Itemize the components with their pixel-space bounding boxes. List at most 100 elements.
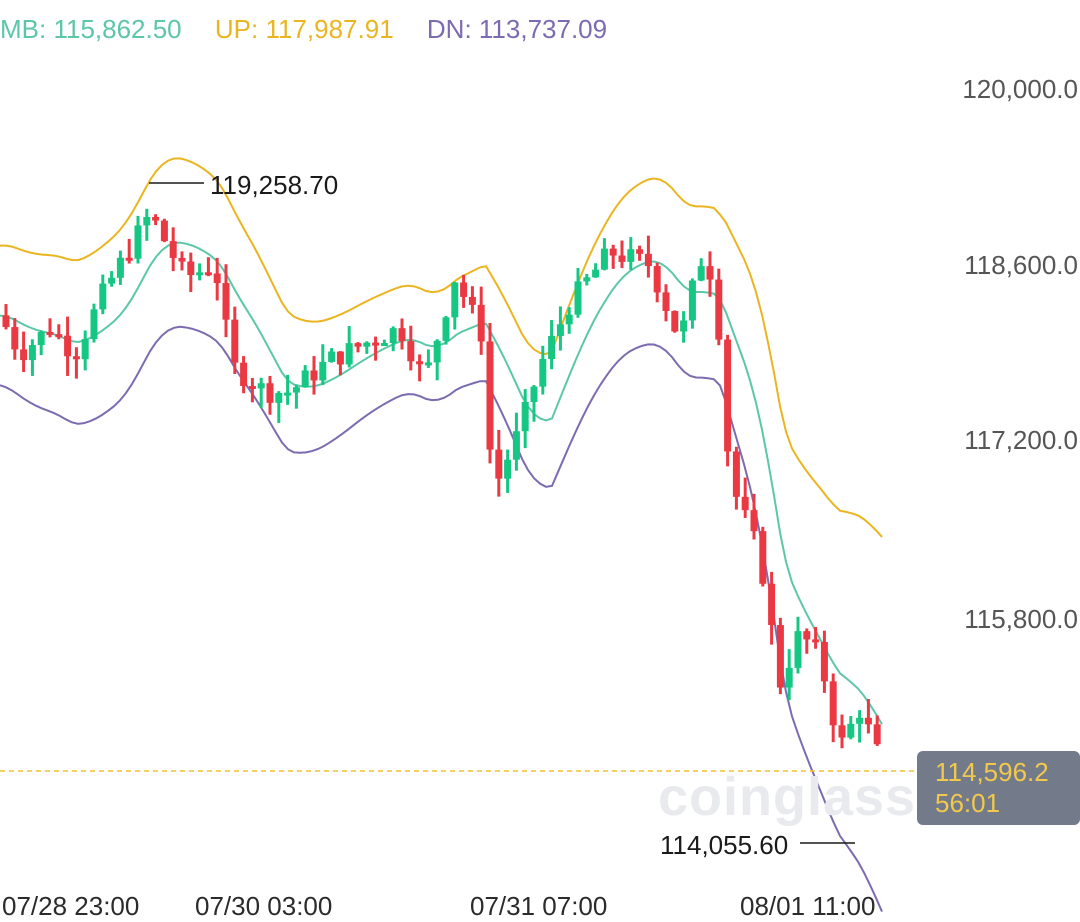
candle-body: [28, 345, 36, 361]
candle-body: [328, 351, 336, 362]
candle-body: [636, 249, 644, 254]
mb-line: [0, 241, 883, 725]
candle-body: [240, 362, 248, 386]
low-annotation: 114,055.60: [660, 830, 789, 860]
candle-body: [820, 641, 828, 682]
candle-body: [812, 639, 820, 643]
dn-band-line: [0, 325, 883, 913]
candle-body: [776, 625, 784, 688]
candle-body: [609, 248, 617, 256]
candle-body: [72, 356, 80, 360]
candle-body: [838, 725, 846, 738]
candle-body: [99, 283, 107, 310]
candle-body: [583, 277, 591, 282]
candle-body: [829, 681, 837, 726]
candle-body: [768, 583, 776, 626]
candle-body: [486, 341, 494, 450]
candle-body: [644, 253, 652, 267]
current-price-tag: 114,596.2 56:01: [917, 751, 1080, 825]
candle-body: [134, 225, 142, 259]
candle-body: [231, 319, 239, 363]
candle-body: [143, 216, 151, 226]
candle-body: [556, 324, 564, 336]
x-tick-label: 08/01 11:00: [740, 891, 876, 921]
candle-body: [266, 383, 274, 403]
candle-body: [548, 335, 556, 360]
candle-body: [715, 279, 723, 340]
candle-body: [222, 283, 230, 320]
candle-body: [794, 631, 802, 668]
candle-body: [803, 631, 811, 640]
candle-body: [55, 334, 63, 338]
candle-body: [11, 327, 19, 350]
candle-body: [125, 257, 133, 261]
candle-body: [688, 280, 696, 321]
candle-body: [46, 331, 54, 335]
candle-body: [785, 667, 793, 688]
y-tick-label: 115,800.0: [964, 604, 1078, 634]
candle-countdown: 56:01: [935, 788, 1001, 818]
candle-body: [310, 370, 318, 381]
x-tick-label: 07/31 07:00: [470, 891, 608, 921]
candle-body: [204, 272, 212, 276]
candle-body: [495, 449, 503, 479]
candle-body: [873, 724, 881, 745]
candle-body: [81, 339, 89, 360]
candle-body: [539, 359, 547, 387]
candle-body: [424, 362, 432, 366]
candle-body: [257, 383, 265, 389]
indicator-legend: MB: 115,862.50 UP: 117,987.91 DN: 113,73…: [0, 14, 633, 45]
high-annotation: 119,258.70: [210, 170, 339, 200]
legend-up: UP: 117,987.91: [214, 14, 394, 44]
candle-body: [477, 304, 485, 342]
candle-body: [64, 335, 72, 357]
candle-body: [460, 282, 468, 297]
candle-body: [354, 343, 362, 347]
candle-body: [213, 273, 221, 284]
legend-mb: MB: 115,862.50: [0, 14, 182, 44]
candle-body: [512, 431, 520, 460]
candle-body: [565, 314, 573, 325]
candle-body: [864, 717, 872, 725]
candle-body: [292, 387, 300, 393]
candle-body: [345, 343, 353, 365]
candle-body: [178, 257, 186, 262]
y-tick-label: 117,200.0: [964, 425, 1078, 455]
candle-body: [301, 370, 309, 388]
y-tick-label: 118,600.0: [964, 250, 1078, 280]
candle-body: [389, 328, 397, 344]
candle-body: [504, 459, 512, 479]
candle-body: [398, 328, 406, 342]
candle-body: [20, 349, 28, 361]
candle-body: [592, 269, 600, 278]
candle-body: [416, 361, 424, 365]
candle-body: [284, 392, 292, 396]
candle-body: [741, 496, 749, 511]
candle-body: [275, 392, 283, 403]
candle-body: [433, 340, 441, 363]
candle-body: [152, 216, 160, 221]
up-band-line: [0, 157, 883, 538]
candle-body: [407, 341, 415, 362]
candle-body: [116, 257, 124, 278]
x-tick-label: 07/28 23:00: [2, 891, 140, 921]
candle-body: [37, 331, 45, 346]
candle-body: [336, 351, 344, 365]
candle-body: [847, 723, 855, 738]
candle-body: [724, 339, 732, 452]
candle-body: [248, 385, 256, 389]
legend-dn: DN: 113,737.09: [426, 14, 608, 44]
candle-body: [856, 717, 864, 724]
candle-body: [442, 317, 450, 341]
candle-body: [662, 292, 670, 311]
candles: [2, 208, 881, 749]
candle-body: [671, 310, 679, 332]
candle-body: [600, 248, 608, 270]
candle-body: [169, 241, 177, 258]
candle-body: [372, 342, 380, 346]
watermark: coinglass: [658, 767, 917, 827]
candle-body: [521, 401, 529, 432]
candle-body: [187, 261, 195, 276]
candle-body: [160, 220, 168, 242]
